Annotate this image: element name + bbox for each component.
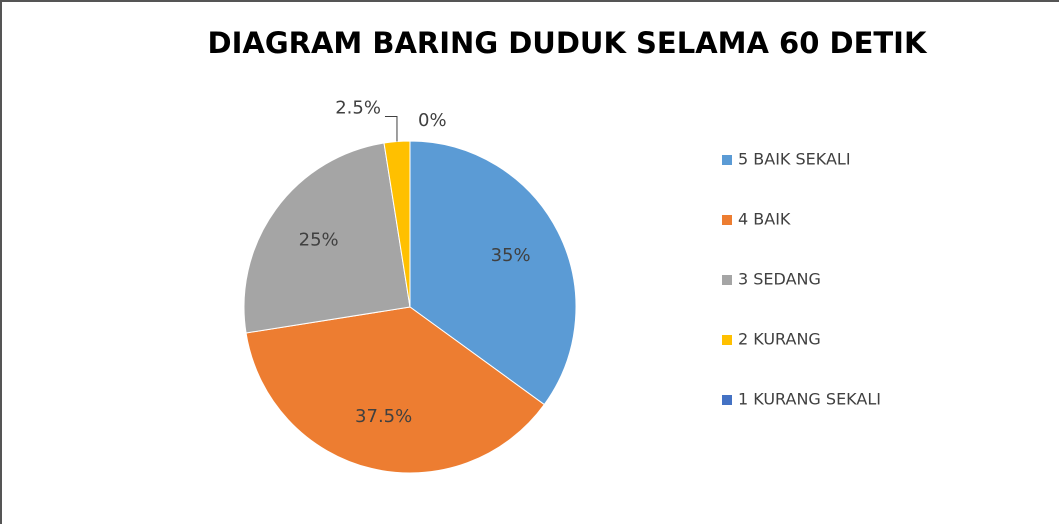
legend-swatch [722, 275, 732, 285]
pie-slice [245, 306, 545, 474]
data-label: 37.5% [355, 406, 412, 427]
legend-swatch [722, 335, 732, 345]
legend-label: 2 KURANG [738, 330, 821, 349]
chart-title: DIAGRAM BARING DUDUK SELAMA 60 DETIK [208, 26, 928, 60]
legend-swatch [722, 395, 732, 405]
legend-label: 4 BAIK [738, 210, 791, 229]
data-label: 2.5% [335, 98, 381, 119]
leader-line [384, 116, 398, 142]
legend-swatch [722, 155, 732, 165]
data-label: 35% [491, 245, 531, 266]
data-label: 0% [418, 110, 447, 131]
data-label: 25% [299, 230, 339, 251]
legend-swatch [722, 215, 732, 225]
legend-label: 5 BAIK SEKALI [738, 150, 851, 169]
legend-label: 3 SEDANG [738, 270, 821, 289]
legend-label: 1 KURANG SEKALI [738, 390, 881, 409]
pie-slice [409, 140, 577, 406]
pie-slice [243, 142, 411, 334]
